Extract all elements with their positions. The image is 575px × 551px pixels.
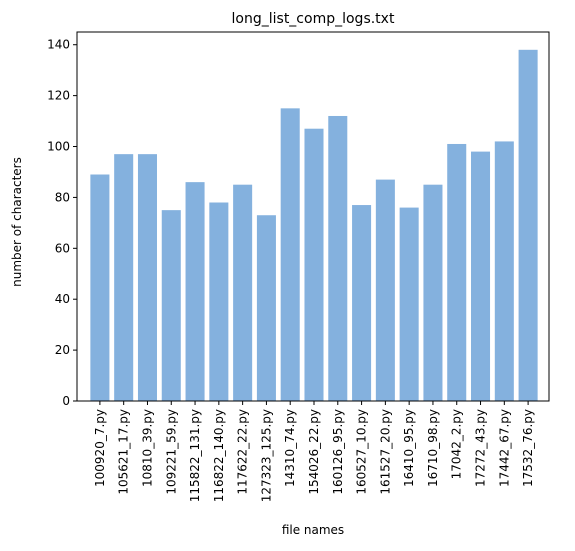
y-tick-label: 40: [55, 292, 70, 306]
plot-frame: [76, 31, 550, 402]
x-tick-label: 14310_74.py: [283, 409, 297, 487]
bars-layer: [90, 49, 538, 402]
bar: [494, 141, 514, 401]
y-axis-ticks: 0 20 40 60 80 100 120 140: [47, 38, 77, 408]
bar: [280, 108, 300, 401]
bar: [423, 184, 443, 401]
bar: [328, 115, 348, 401]
x-tick-label: 16410_95.py: [402, 409, 416, 487]
x-tick-label: 17532_76.py: [521, 409, 535, 487]
bar: [90, 174, 110, 401]
bar: [137, 154, 157, 401]
x-axis-label: file names: [282, 523, 344, 537]
bar: [114, 154, 134, 401]
x-tick-label: 100920_7.py: [93, 409, 107, 487]
x-tick-label: 160527_10.py: [355, 409, 369, 495]
bar: [209, 202, 229, 401]
bar: [256, 215, 276, 401]
y-tick-label: 140: [47, 38, 70, 52]
bar: [161, 210, 181, 401]
x-tick-label: 115822_131.py: [188, 409, 202, 502]
y-tick-label: 60: [55, 241, 70, 255]
y-axis-label: number of characters: [10, 157, 24, 287]
y-tick-label: 120: [47, 89, 70, 103]
x-tick-label: 16710_98.py: [426, 409, 440, 487]
chart-title: long_list_comp_logs.txt: [232, 11, 395, 27]
x-tick-label: 117622_22.py: [236, 409, 250, 495]
y-tick-label: 80: [55, 190, 70, 204]
x-tick-label: 116822_140.py: [212, 409, 226, 502]
x-tick-label: 160126_95.py: [331, 409, 345, 495]
x-tick-label: 17272_43.py: [474, 409, 488, 487]
x-tick-label: 17442_67.py: [497, 409, 511, 487]
bar: [233, 184, 253, 401]
x-tick-label: 10810_39.py: [140, 409, 154, 487]
bar: [399, 207, 419, 401]
bar: [518, 49, 538, 402]
x-tick-label: 109221_59.py: [164, 409, 178, 495]
x-tick-label: 161527_20.py: [378, 409, 392, 495]
x-axis-ticks: 100920_7.py 105621_17.py 10810_39.py 109221…: [93, 401, 535, 502]
bar: [471, 151, 491, 401]
bar: [447, 143, 467, 401]
x-tick-label: 17042_2.py: [450, 409, 464, 479]
x-tick-label: 127323_125.py: [259, 409, 273, 502]
bar: [375, 179, 395, 401]
y-tick-label: 100: [47, 140, 70, 154]
y-tick-label: 0: [62, 394, 70, 408]
y-tick-label: 20: [55, 343, 70, 357]
bar: [185, 182, 205, 401]
x-tick-label: 154026_22.py: [307, 409, 321, 495]
bar: [352, 205, 372, 401]
x-tick-label: 105621_17.py: [117, 409, 131, 495]
bar: [304, 128, 324, 401]
